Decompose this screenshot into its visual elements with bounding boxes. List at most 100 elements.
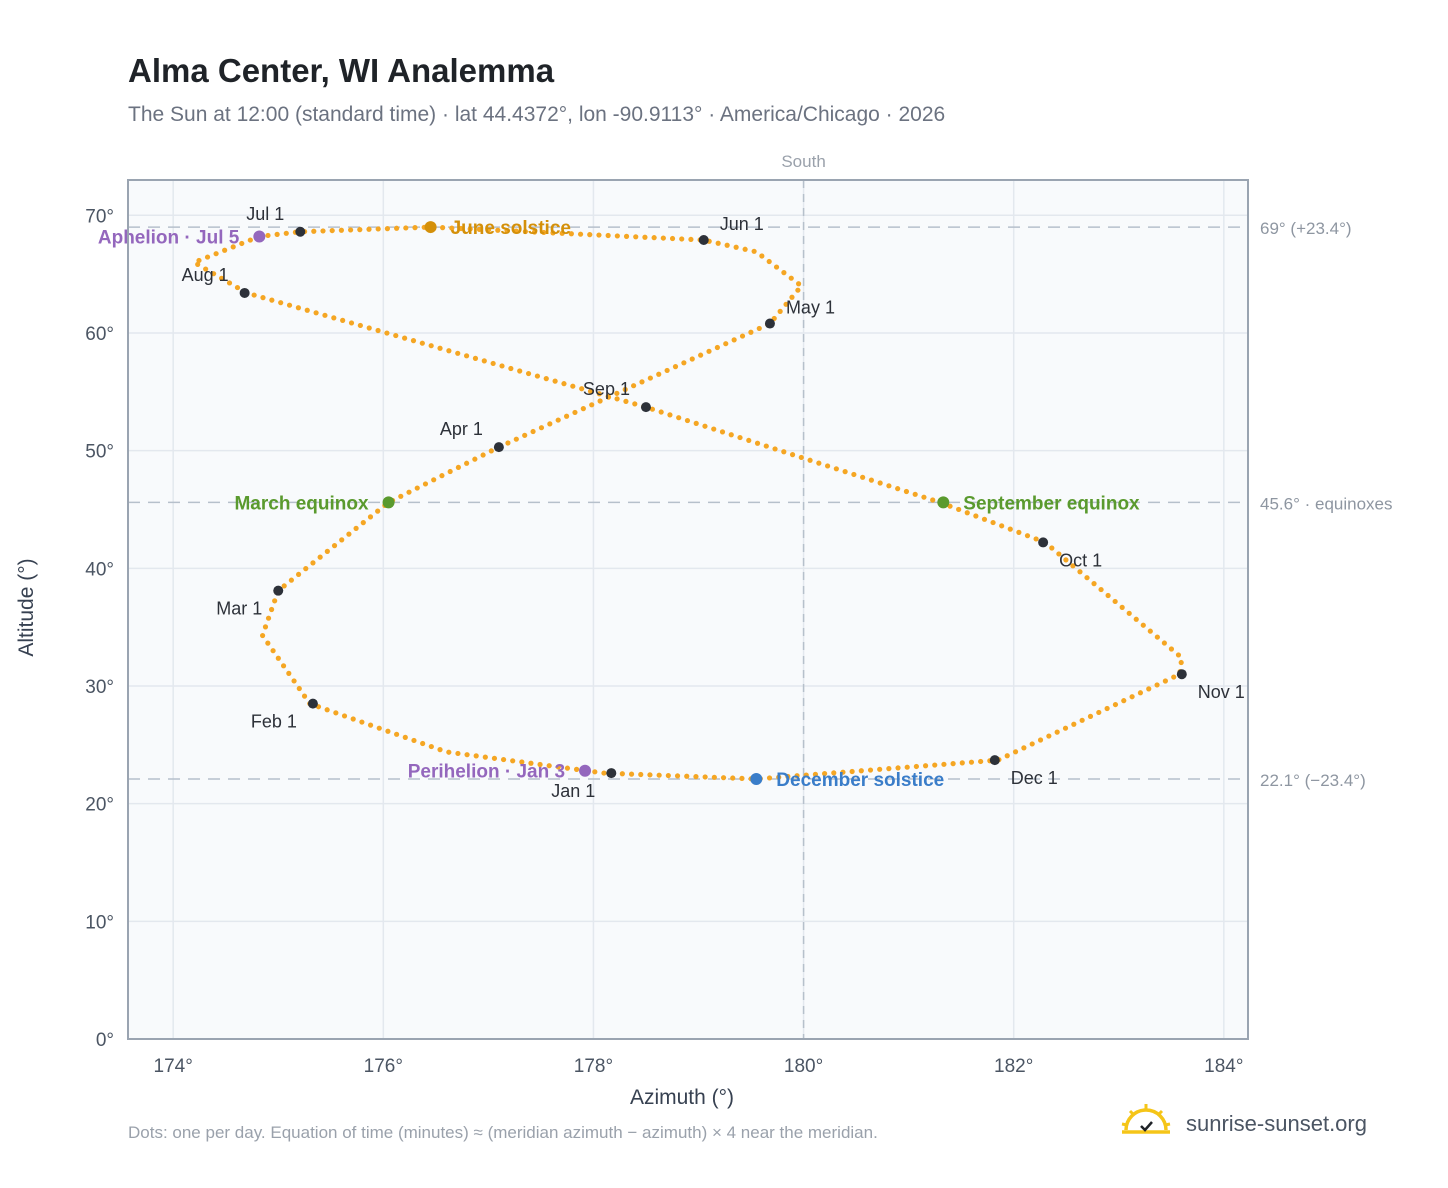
day-dot <box>702 774 708 780</box>
day-dot <box>742 246 748 252</box>
reference-label: 22.1° (−23.4°) <box>1260 771 1366 790</box>
event-marker <box>579 764 592 777</box>
day-dot <box>283 230 289 236</box>
day-dot <box>447 468 453 475</box>
day-dot <box>759 253 765 259</box>
day-dot <box>375 327 381 334</box>
day-dot <box>1147 628 1153 634</box>
day-dot <box>1096 709 1102 716</box>
day-dot <box>660 235 666 241</box>
day-dot <box>550 230 556 236</box>
day-dot <box>513 228 519 234</box>
day-dot <box>480 452 486 458</box>
month-label: Jul 1 <box>246 204 284 224</box>
day-dot <box>825 463 831 469</box>
day-dot <box>431 477 437 483</box>
day-dot <box>723 341 729 347</box>
day-dot <box>455 464 461 471</box>
day-dot <box>428 343 434 349</box>
day-dot <box>324 707 330 713</box>
day-dot <box>234 284 241 291</box>
day-dot <box>331 543 338 549</box>
day-dot <box>419 340 425 346</box>
day-dot <box>922 763 929 769</box>
day-dot <box>1029 741 1035 747</box>
day-dot <box>1112 701 1119 708</box>
month-label: Aug 1 <box>182 265 229 285</box>
day-dot <box>310 560 316 566</box>
brand-logo[interactable]: sunrise-sunset.org <box>1120 1102 1367 1146</box>
day-dot <box>816 460 822 466</box>
day-dot <box>803 772 809 778</box>
day-dot <box>672 364 679 370</box>
day-dot <box>570 383 576 389</box>
day-dot <box>1133 616 1139 622</box>
day-dot <box>384 226 391 232</box>
day-dot <box>259 632 266 639</box>
day-dot <box>587 232 593 238</box>
day-dot <box>568 231 574 237</box>
day-dot <box>464 460 470 466</box>
day-dot <box>867 767 874 773</box>
day-dot <box>950 761 956 767</box>
day-dot <box>274 231 280 237</box>
day-dot <box>531 229 538 235</box>
x-tick-label: 174° <box>154 1056 193 1077</box>
day-dot <box>414 485 420 491</box>
day-dot <box>658 409 664 415</box>
day-dot <box>1016 529 1022 535</box>
y-tick-label: 20° <box>85 795 114 816</box>
day-dot <box>1062 725 1069 731</box>
day-dot <box>270 648 276 654</box>
month-marker <box>273 585 284 596</box>
day-dot <box>731 337 737 343</box>
day-dot <box>921 494 927 500</box>
day-dot <box>795 287 801 293</box>
day-dot <box>1037 737 1044 743</box>
day-dot <box>990 519 996 526</box>
day-dot <box>715 240 721 246</box>
day-dot <box>1119 604 1125 610</box>
day-dot <box>631 383 637 389</box>
event-marker <box>253 230 266 243</box>
day-dot <box>739 775 745 781</box>
day-dot <box>411 737 417 744</box>
day-dot <box>633 234 639 240</box>
day-dot <box>384 330 390 336</box>
month-label: Feb 1 <box>251 712 297 732</box>
month-label: Mar 1 <box>216 599 262 619</box>
day-dot <box>642 234 648 240</box>
event-marker <box>750 772 763 785</box>
day-dot <box>204 254 211 260</box>
day-dot <box>628 771 635 777</box>
day-dot <box>1063 557 1069 563</box>
day-dot <box>476 226 482 232</box>
y-tick-label: 50° <box>85 442 114 463</box>
day-dot <box>295 305 301 311</box>
day-dot <box>751 248 757 254</box>
event-label: Aphelion · Jul 5 <box>98 227 240 248</box>
day-dot <box>561 381 567 387</box>
day-dot <box>203 266 209 272</box>
day-dot <box>286 302 293 308</box>
month-marker <box>764 318 775 329</box>
day-dot <box>956 506 962 513</box>
day-dot <box>213 251 219 257</box>
day-dot <box>346 531 352 537</box>
day-dot <box>614 390 620 396</box>
day-dot <box>886 483 892 489</box>
day-dot <box>333 710 339 716</box>
day-dot <box>973 513 979 519</box>
day-dot <box>1021 745 1027 751</box>
day-dot <box>360 520 366 526</box>
reference-lines <box>128 180 1248 1039</box>
day-dot <box>455 750 461 757</box>
day-dot <box>714 344 720 351</box>
day-dot <box>684 773 690 779</box>
month-label: Dec 1 <box>1011 768 1058 788</box>
day-dot <box>794 773 800 779</box>
day-dot <box>320 228 326 234</box>
day-dot <box>858 768 864 774</box>
day-dot <box>280 663 287 669</box>
day-dot <box>597 398 603 404</box>
